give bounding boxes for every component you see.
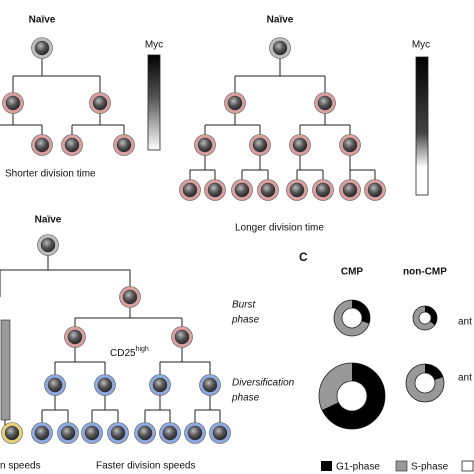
panel-letter: C: [299, 250, 308, 264]
cell-body: [342, 182, 358, 198]
column-header: CMP: [341, 267, 364, 278]
cell-body: [47, 377, 63, 393]
cell-body: [292, 137, 308, 153]
cell-body: [162, 425, 178, 441]
cell-body: [152, 377, 168, 393]
row-label: phase: [231, 315, 260, 326]
connector: [189, 145, 216, 190]
cell-body: [116, 137, 132, 153]
gradient-label: Myc: [412, 40, 430, 51]
cell-body: [187, 425, 203, 441]
legend-swatch: [395, 460, 408, 472]
cell-body: [202, 377, 218, 393]
cell-body: [315, 182, 331, 198]
connector: [296, 145, 324, 190]
connector: [194, 385, 221, 433]
cell-body: [5, 95, 21, 111]
caption: n speeds: [0, 461, 41, 472]
marker-superscript: high: [136, 346, 149, 353]
cell-body: [34, 425, 50, 441]
donut-hole: [336, 380, 368, 412]
connector: [299, 103, 351, 145]
cell-body: [60, 425, 76, 441]
cell-body: [252, 137, 268, 153]
connector: [41, 385, 69, 433]
connector: [144, 385, 171, 433]
donut-hole: [414, 372, 436, 394]
donut-hole: [341, 307, 363, 329]
gradient-label: Myc: [145, 40, 163, 51]
row-side-label: ant: [458, 373, 472, 384]
cell-body: [122, 289, 138, 305]
root-label: Naïve: [29, 15, 56, 26]
cell-body: [137, 425, 153, 441]
donut-hole: [418, 311, 432, 325]
cell-body: [64, 137, 80, 153]
legend-label: S-phase: [411, 462, 449, 473]
cell-body: [84, 425, 100, 441]
cell-body: [207, 182, 223, 198]
cell-body: [174, 329, 190, 345]
cell-body: [92, 95, 108, 111]
cell-body: [317, 95, 333, 111]
connector: [71, 103, 125, 145]
cell-body: [67, 329, 83, 345]
root-label: Naïve: [267, 15, 294, 26]
caption: Faster division speeds: [96, 461, 196, 472]
legend-label: G1-phase: [336, 462, 380, 473]
cell-body: [34, 137, 50, 153]
side-bar: [0, 319, 11, 421]
cell-body: [272, 40, 288, 56]
cell-body: [367, 182, 383, 198]
cell-body: [212, 425, 228, 441]
cell-body: [110, 425, 126, 441]
marker-label: CD25high: [110, 346, 149, 359]
row-label: Burst: [232, 300, 257, 311]
myc-bar: [147, 54, 161, 151]
cell-body: [260, 182, 276, 198]
cell-body: [34, 40, 50, 56]
cells: [1, 37, 386, 444]
legend-swatch: [321, 461, 332, 471]
connectors: [0, 48, 376, 434]
donuts: [318, 299, 445, 430]
myc-bar: [415, 56, 429, 196]
connector: [349, 145, 376, 190]
connector: [0, 103, 43, 145]
cell-body: [40, 237, 56, 253]
cell-body: [227, 95, 243, 111]
connector: [12, 48, 101, 103]
donut-segment: [425, 306, 437, 326]
cell-body: [342, 137, 358, 153]
row-label: phase: [231, 393, 260, 404]
connector: [54, 337, 106, 385]
connector: [241, 145, 269, 190]
legend-swatch: [461, 460, 474, 472]
cell-body: [234, 182, 250, 198]
connector: [234, 48, 326, 103]
root-label: Naïve: [35, 215, 62, 226]
column-header: non-CMP: [403, 267, 447, 278]
connector: [91, 385, 119, 433]
cell-body: [4, 425, 20, 441]
cell-body: [289, 182, 305, 198]
cell-body: [97, 377, 113, 393]
connector: [204, 103, 261, 145]
caption: Longer division time: [235, 223, 324, 234]
row-side-label: ant: [458, 317, 472, 328]
row-label: Diversification: [232, 378, 295, 389]
caption: Shorter division time: [5, 169, 96, 180]
connector: [0, 245, 131, 297]
marker: CD25: [110, 348, 136, 359]
cell-body: [197, 137, 213, 153]
cell-body: [182, 182, 198, 198]
connector: [159, 337, 211, 385]
